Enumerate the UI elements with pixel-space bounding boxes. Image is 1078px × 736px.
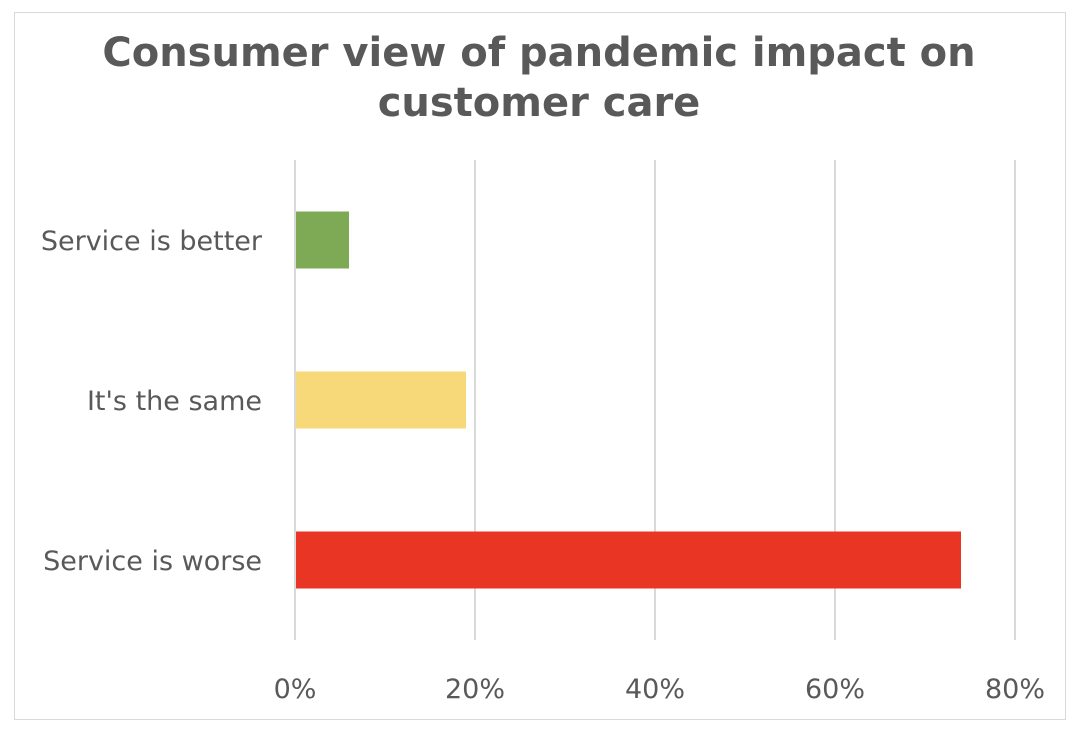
x-tick-label: 20% <box>445 674 505 705</box>
x-tick-label: 0% <box>274 674 317 705</box>
category-label: Service is worse <box>43 546 262 577</box>
bar <box>296 371 466 429</box>
category-label: It's the same <box>87 386 262 417</box>
chart-frame <box>14 12 1066 720</box>
x-tick-label: 80% <box>985 674 1045 705</box>
bar <box>296 531 961 589</box>
chart-title-line-2: customer care <box>377 80 701 126</box>
bar <box>296 211 349 269</box>
x-tick-label: 40% <box>625 674 685 705</box>
x-tick-label: 60% <box>805 674 865 705</box>
chart-title-line-1: Consumer view of pandemic impact on <box>102 30 976 76</box>
chart-title: Consumer view of pandemic impact on cust… <box>0 28 1078 128</box>
category-label: Service is better <box>41 226 263 257</box>
